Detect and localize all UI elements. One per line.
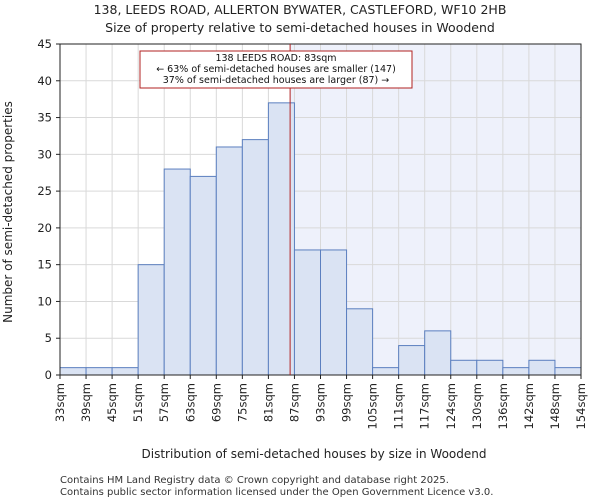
y-tick-label: 0	[45, 368, 52, 382]
annotation-line-1: 138 LEEDS ROAD: 83sqm	[215, 53, 336, 64]
x-tick-label: 45sqm	[105, 383, 119, 422]
chart-title: 138, LEEDS ROAD, ALLERTON BYWATER, CASTL…	[94, 2, 507, 17]
x-tick-label: 87sqm	[287, 383, 301, 422]
y-tick-label: 10	[37, 294, 52, 308]
x-tick-label: 117sqm	[418, 383, 432, 429]
x-tick-label: 142sqm	[522, 383, 536, 429]
x-tick-label: 81sqm	[261, 383, 275, 422]
bar	[528, 359, 556, 376]
footer-line-2: Contains public sector information licen…	[60, 487, 493, 498]
x-tick-label: 99sqm	[340, 383, 354, 422]
y-axis-label: Number of semi-detached properties	[1, 101, 15, 323]
y-tick-label: 45	[37, 37, 52, 51]
y-tick-label: 35	[37, 111, 52, 125]
x-tick-label: 39sqm	[79, 383, 93, 422]
bar	[163, 168, 191, 376]
bar	[502, 367, 530, 376]
bar	[398, 345, 426, 376]
footer-line-1: Contains HM Land Registry data © Crown c…	[60, 475, 449, 486]
bar	[111, 367, 139, 376]
x-tick-label: 57sqm	[157, 383, 171, 422]
y-tick-label: 25	[37, 184, 52, 198]
annotation-line-3: 37% of semi-detached houses are larger (…	[163, 75, 390, 86]
x-tick-label: 124sqm	[444, 383, 458, 429]
x-tick-label: 111sqm	[392, 383, 406, 429]
bar	[85, 367, 113, 376]
x-tick-label: 51sqm	[131, 383, 145, 422]
bars	[59, 102, 582, 376]
bar	[189, 175, 217, 376]
chart-subtitle: Size of property relative to semi-detach…	[105, 20, 495, 35]
x-tick-label: 63sqm	[183, 383, 197, 422]
y-tick-label: 20	[37, 221, 52, 235]
bar	[476, 359, 504, 376]
x-tick-label: 33sqm	[53, 383, 67, 422]
bar	[450, 359, 478, 376]
bar	[59, 367, 87, 376]
x-tick-label: 69sqm	[209, 383, 223, 422]
x-tick-label: 105sqm	[366, 383, 380, 429]
x-tick-label: 130sqm	[470, 383, 484, 429]
y-tick-label: 15	[37, 258, 52, 272]
x-tick-label: 93sqm	[314, 383, 328, 422]
x-tick-label: 75sqm	[235, 383, 249, 422]
marker-annotation: 138 LEEDS ROAD: 83sqm ← 63% of semi-deta…	[139, 50, 413, 89]
bar	[215, 146, 243, 376]
x-tick-label: 154sqm	[574, 383, 588, 429]
bar	[372, 367, 400, 376]
annotation-line-2: ← 63% of semi-detached houses are smalle…	[156, 64, 396, 75]
bar	[554, 367, 582, 376]
bar	[346, 308, 374, 376]
x-axis-ticks: 33sqm 39sqm 45sqm 51sqm 57sqm 63sqm 69sqm 75sqm…	[53, 375, 588, 429]
x-axis-label: Distribution of semi-detached houses by …	[142, 447, 487, 461]
y-tick-label: 30	[37, 147, 52, 161]
bar	[320, 249, 348, 376]
annotation-box	[139, 50, 413, 89]
bar	[137, 264, 165, 376]
bar	[424, 330, 452, 376]
y-axis-ticks: 0 5 10 15 20 25 30 35 40 45	[37, 37, 60, 382]
x-tick-label: 148sqm	[548, 383, 562, 429]
y-tick-label: 40	[37, 74, 52, 88]
bar	[293, 249, 322, 376]
y-tick-label: 5	[45, 331, 52, 345]
x-tick-label: 136sqm	[496, 383, 510, 429]
bar	[241, 139, 269, 376]
